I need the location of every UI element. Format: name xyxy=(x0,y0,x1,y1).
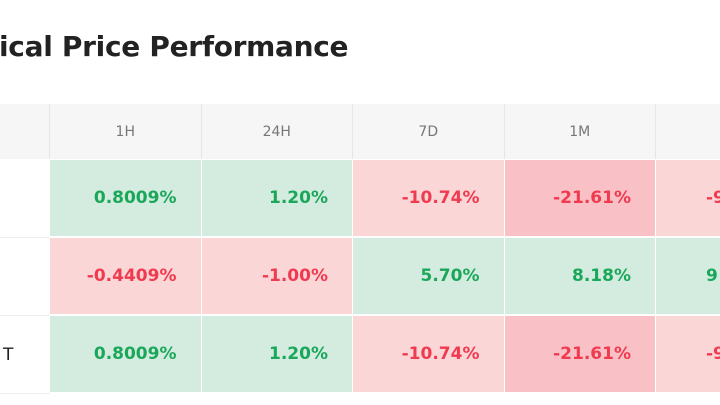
row-label: T xyxy=(0,316,50,394)
column-header: 24H xyxy=(201,104,353,159)
header-cell xyxy=(0,104,50,159)
row-label xyxy=(0,160,50,238)
value-cell: -1.00% xyxy=(201,238,353,316)
section-title: ical Price Performance xyxy=(0,30,349,63)
row-label xyxy=(0,238,50,316)
value-cell: 1.20% xyxy=(201,160,353,238)
column-header: 7D xyxy=(353,104,505,159)
value-cell: -9 xyxy=(656,316,720,394)
value-cell: -21.61% xyxy=(504,160,656,238)
performance-table: 1H24H7D1M0.8009%1.20%-10.74%-21.61%-9-0.… xyxy=(0,104,720,394)
value-cell: 8.18% xyxy=(504,238,656,316)
value-cell: 0.8009% xyxy=(50,160,202,238)
value-cell: -10.74% xyxy=(353,160,505,238)
column-header xyxy=(656,104,720,159)
value-cell: 9 xyxy=(656,238,720,316)
value-cell: -9 xyxy=(656,160,720,238)
column-header: 1H xyxy=(50,104,202,159)
value-cell: -0.4409% xyxy=(50,238,202,316)
value-cell: -21.61% xyxy=(504,316,656,394)
value-cell: 0.8009% xyxy=(50,316,202,394)
column-header: 1M xyxy=(504,104,656,159)
value-cell: 1.20% xyxy=(201,316,353,394)
value-cell: 5.70% xyxy=(353,238,505,316)
value-cell: -10.74% xyxy=(353,316,505,394)
